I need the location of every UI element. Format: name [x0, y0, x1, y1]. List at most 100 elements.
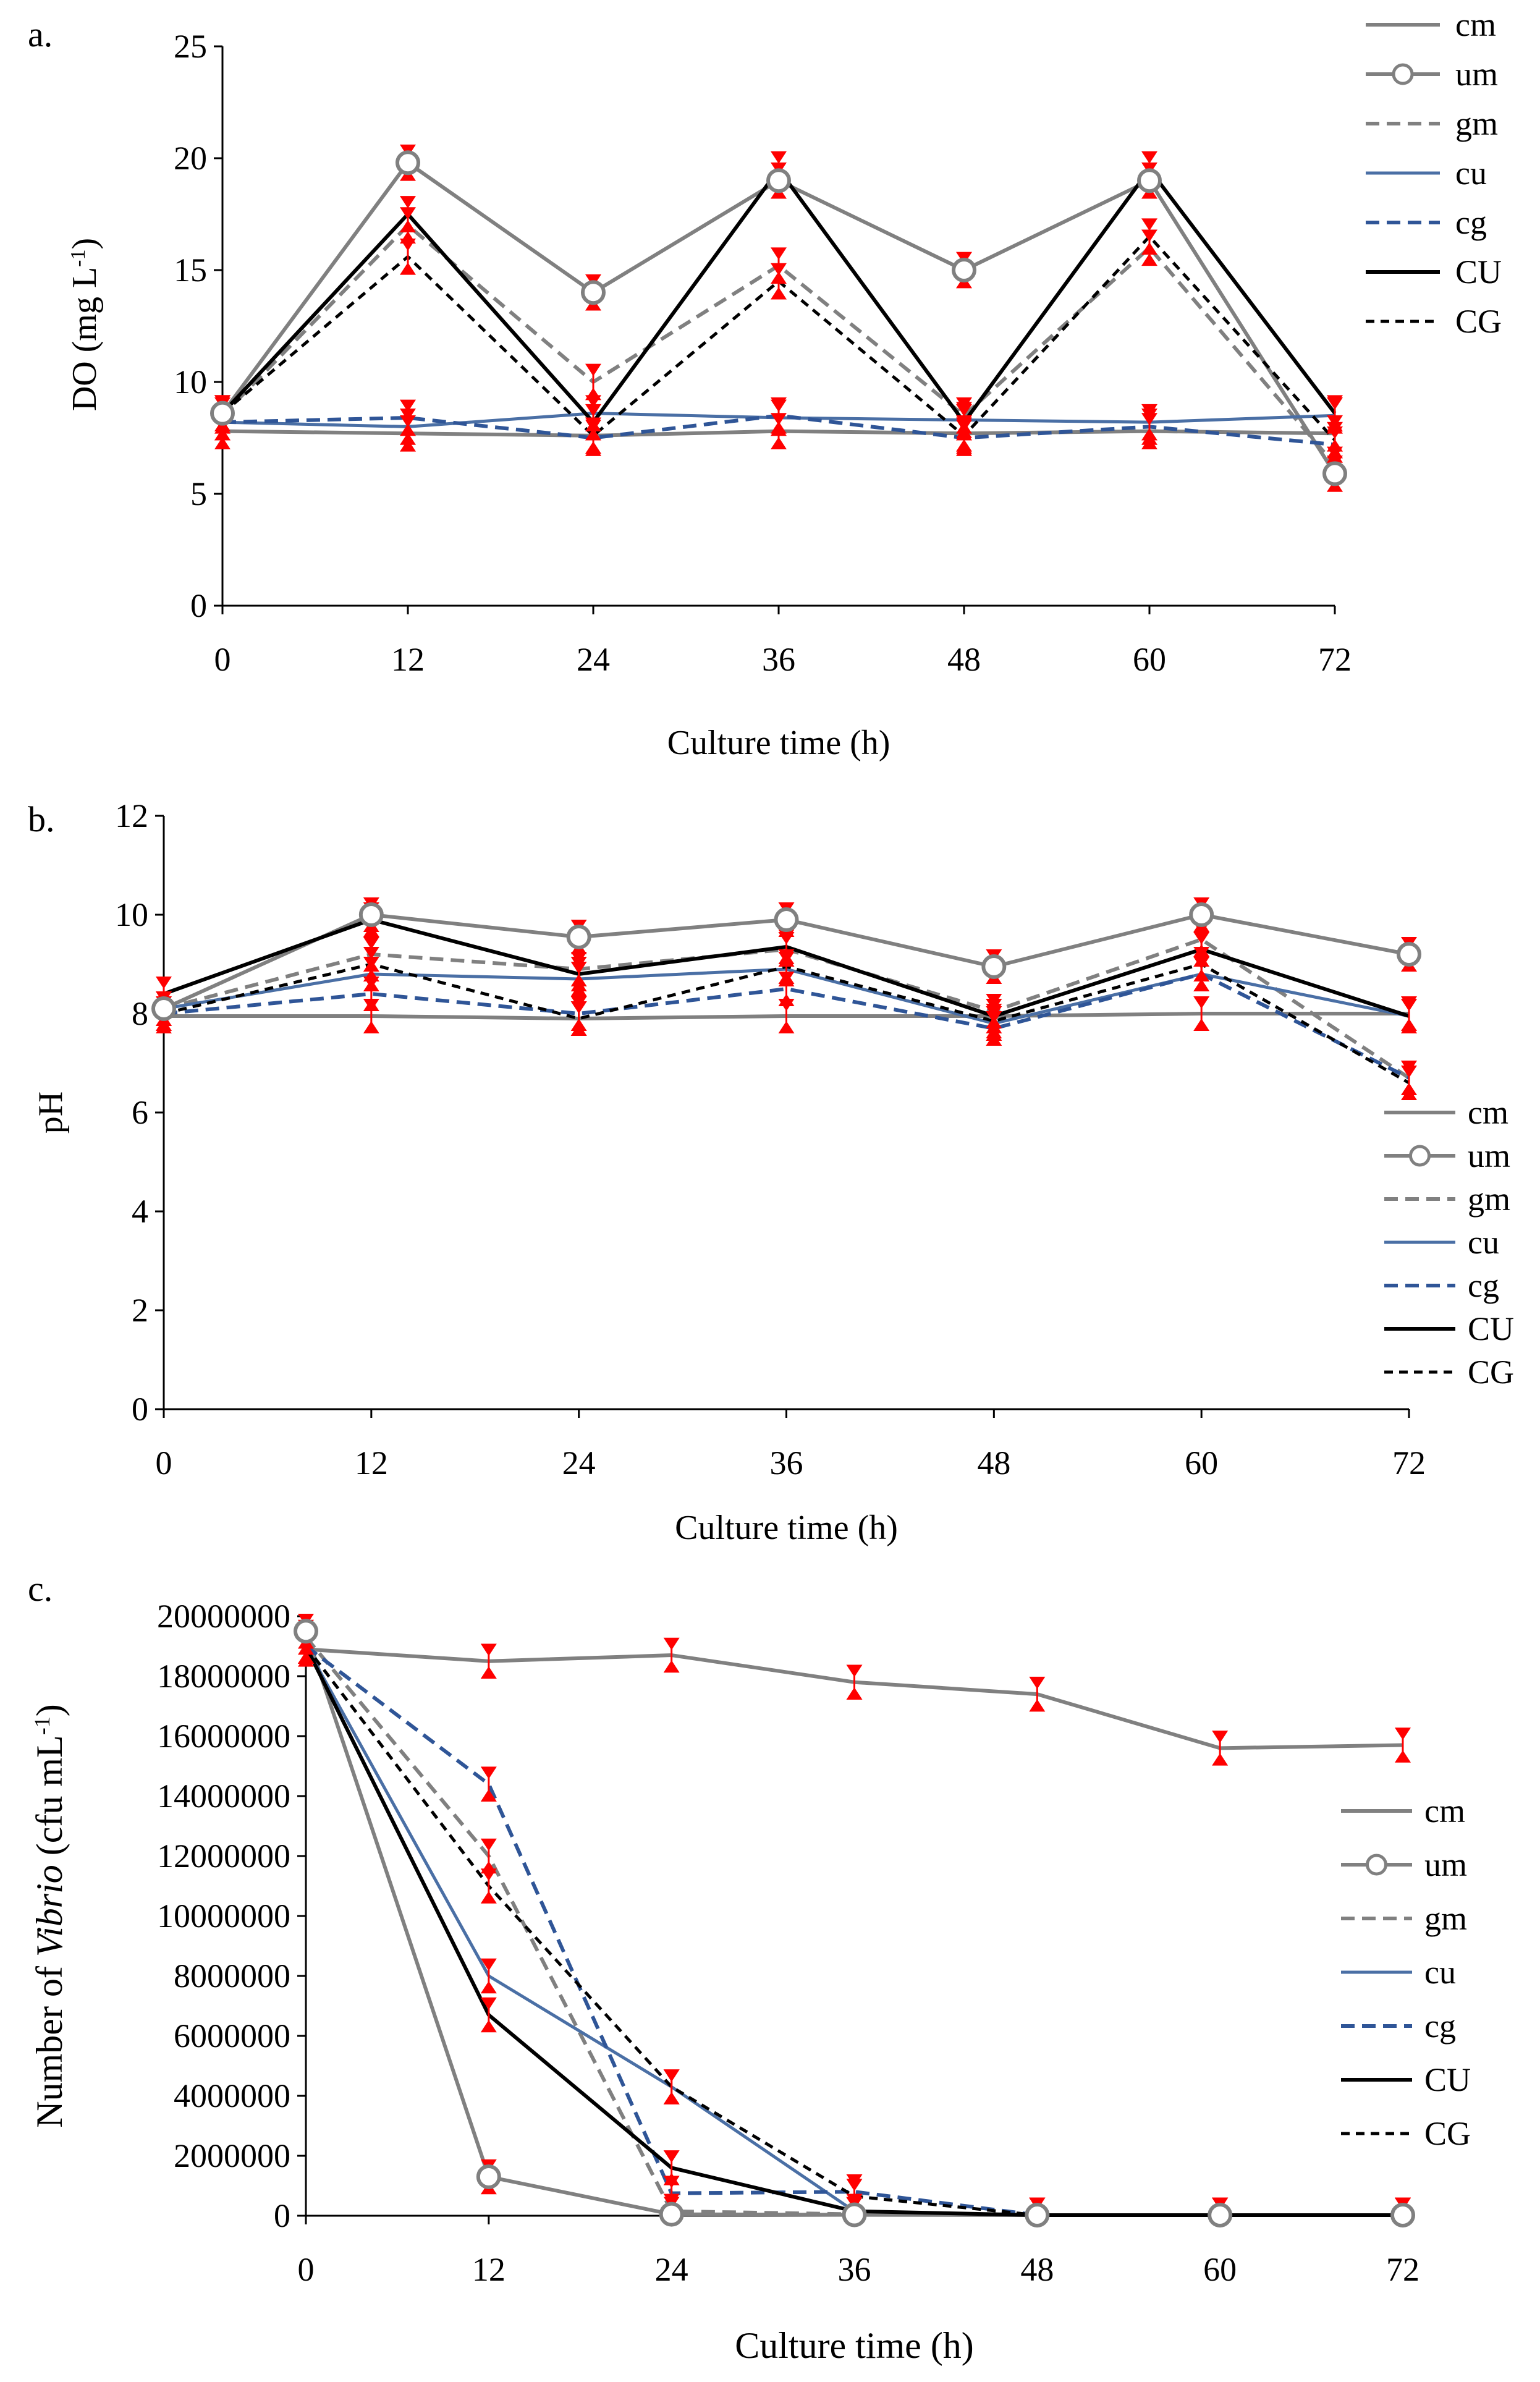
error-cap-top [480, 1766, 497, 1779]
data-point-um [766, 168, 791, 193]
error-cap-bottom [480, 1981, 497, 1994]
error-cap-top [480, 1838, 497, 1851]
error-cap-top [1193, 996, 1210, 1009]
error-cap-top [585, 417, 601, 430]
error-cap-top [663, 1637, 680, 1650]
legend-label-cm: cm [1424, 1792, 1465, 1829]
error-bar-CU [663, 2150, 680, 2185]
error-cap-top [1212, 1731, 1229, 1744]
data-point-um [1025, 2203, 1050, 2228]
error-cap-bottom [363, 999, 379, 1011]
y-tick-label: 12 [115, 797, 148, 834]
x-axis-title: Culture time (h) [675, 1509, 898, 1547]
error-cap-top [663, 2150, 680, 2163]
error-bar-CG [1193, 947, 1210, 981]
error-bar-CG [1401, 1066, 1417, 1100]
error-bar-cg [400, 399, 416, 436]
error-cap-top [1141, 218, 1157, 231]
error-bar-cm [1395, 1727, 1411, 1763]
x-tick-label: 72 [1386, 2251, 1419, 2288]
error-cap-bottom [1141, 242, 1157, 255]
error-cap-bottom [846, 1687, 863, 1700]
y-axis-title: DO (mg L-1) [66, 238, 104, 411]
error-cap-bottom [400, 423, 416, 436]
legend-label-cu: cu [1468, 1224, 1499, 1261]
legend-marker-um [1392, 63, 1414, 85]
x-tick-label: 24 [655, 2251, 688, 2288]
error-bar-CG [585, 417, 601, 454]
x-tick-label: 0 [156, 1444, 172, 1481]
data-point-um [774, 907, 799, 932]
y-tick-label: 10 [115, 896, 148, 933]
data-point-um [476, 2164, 501, 2189]
legend-label-gm: gm [1455, 105, 1498, 142]
error-cap-top [956, 404, 972, 417]
error-cap-bottom [771, 421, 787, 434]
error-cap-bottom [480, 1666, 497, 1679]
y-tick-label: 6000000 [174, 2017, 290, 2054]
y-axis-title: Number of Vibrio (cfu mL-1) [29, 1704, 70, 2127]
error-cap-top [570, 1001, 587, 1014]
error-cap-bottom [1193, 969, 1210, 981]
x-tick-label: 36 [838, 2251, 871, 2288]
error-cap-top [846, 2179, 863, 2192]
error-cap-bottom [156, 1019, 172, 1031]
x-tick-label: 0 [214, 641, 231, 678]
data-point-um [842, 2202, 867, 2227]
data-point-um [210, 401, 235, 426]
y-tick-label: 14000000 [157, 1778, 290, 1815]
error-cap-top [1401, 999, 1417, 1011]
error-cap-bottom [1141, 432, 1157, 445]
x-tick-label: 60 [1203, 2251, 1237, 2288]
error-cap-top [1193, 932, 1210, 944]
x-tick-label: 36 [762, 641, 795, 678]
error-bar-cm [846, 1664, 863, 1700]
legend-label-CU: CU [1424, 2061, 1471, 2098]
data-point-um [952, 258, 976, 282]
error-cap-bottom [400, 219, 416, 232]
error-cap-bottom [570, 1024, 587, 1036]
data-point-um [151, 996, 176, 1021]
error-cap-bottom [778, 972, 795, 984]
legend-label-gm: gm [1468, 1180, 1510, 1218]
y-tick-label: 2 [132, 1292, 148, 1329]
error-cap-bottom [1401, 1021, 1417, 1033]
error-cap-bottom [298, 1651, 314, 1664]
error-bar-CU [570, 957, 587, 991]
error-cap-bottom [771, 287, 787, 300]
y-tick-label: 12000000 [157, 1837, 290, 1875]
data-point-um [396, 150, 420, 176]
y-tick-label: 15 [174, 252, 207, 289]
x-axis-title: Culture time (h) [667, 724, 891, 762]
x-tick-label: 24 [562, 1444, 596, 1481]
x-tick-label: 12 [391, 641, 425, 678]
y-tick-label: 10 [174, 363, 207, 401]
error-cap-top [846, 1664, 863, 1677]
error-bar-CG [771, 263, 787, 300]
y-tick-label: 18000000 [157, 1658, 290, 1695]
legend-label-CG: CG [1468, 1354, 1514, 1391]
chart-panel-1: a. 0 5 10 15 20 25 0 12 24 36 48 60 72 Culture time (h… [28, 6, 1502, 762]
error-cap-top [986, 1004, 1002, 1016]
error-cap-top [363, 947, 379, 959]
error-cap-bottom [778, 1021, 795, 1033]
error-bar-cu [480, 1958, 497, 1994]
data-point-um [1208, 2203, 1233, 2228]
error-cap-top [1141, 151, 1157, 164]
y-tick-label: 0 [274, 2197, 290, 2234]
y-tick-label: 4 [132, 1193, 148, 1230]
error-cap-bottom [778, 994, 795, 1006]
legend-label-um: um [1424, 1846, 1467, 1883]
legend-label-um: um [1455, 56, 1498, 93]
y-tick-label: 20000000 [157, 1598, 290, 1635]
error-cap-top [1029, 1676, 1046, 1689]
y-tick-label: 10000000 [157, 1897, 290, 1935]
error-bar-CG [986, 1004, 1002, 1038]
legend-label-CG: CG [1424, 2115, 1471, 2152]
y-axis-title: pH [32, 1091, 70, 1134]
error-bar-gm [585, 363, 601, 401]
x-tick-label: 48 [977, 1444, 1010, 1481]
data-point-um [294, 1619, 318, 1644]
error-bar-CG [570, 1001, 587, 1036]
x-tick-label: 60 [1185, 1444, 1218, 1481]
